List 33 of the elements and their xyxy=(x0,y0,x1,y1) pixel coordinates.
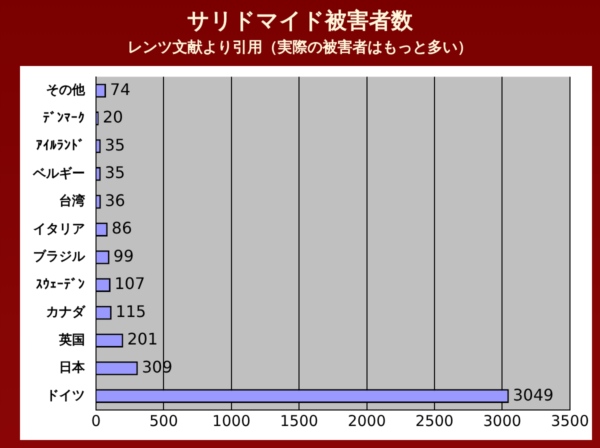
y-tick-label: ｽｳｪｰﾃﾞﾝ xyxy=(36,276,85,292)
data-label: 86 xyxy=(112,218,132,238)
data-label: 3049 xyxy=(512,385,554,404)
y-tick-label: ｱｲﾙﾗﾝﾄﾞ xyxy=(36,138,85,154)
data-label: 35 xyxy=(104,163,126,182)
y-tick-label: カナダ xyxy=(46,305,86,320)
x-tick-label: 500 xyxy=(149,412,178,430)
data-label: 35 xyxy=(104,135,126,154)
data-label: 115 xyxy=(116,302,146,321)
y-tick-label: 日本 xyxy=(59,360,86,376)
data-label: 74 xyxy=(110,80,130,99)
y-tick-label: 英国 xyxy=(58,332,85,348)
data-label: 99 xyxy=(113,246,134,266)
y-tick-label: その他 xyxy=(46,83,86,98)
chart-title: サリドマイド被害者数 xyxy=(186,8,414,36)
x-tick-label: 0 xyxy=(91,412,101,430)
y-tick-label: 台湾 xyxy=(59,193,85,210)
y-tick-label: ブラジル xyxy=(33,248,86,265)
y-tick-label: ベルギー xyxy=(32,166,85,182)
x-tick-label: 3500 xyxy=(550,412,590,430)
x-tick-label: 2000 xyxy=(348,412,386,430)
x-tick-label: 1500 xyxy=(280,412,318,430)
x-tick-label: 3000 xyxy=(483,412,522,430)
chart-subtitle: レンツ文献より引用（実際の被害者はもっと多い） xyxy=(126,38,474,57)
data-label: 36 xyxy=(104,190,126,210)
y-tick-label: イタリア xyxy=(33,222,85,237)
y-tick-label: ﾃﾞﾝﾏｰｸ xyxy=(43,110,85,126)
x-tick-label: 1000 xyxy=(212,412,250,430)
x-tick-label: 2500 xyxy=(415,412,454,430)
data-label: 201 xyxy=(127,330,158,349)
data-label: 107 xyxy=(114,274,146,294)
data-label: 20 xyxy=(102,108,124,127)
y-tick-label: ドイツ xyxy=(46,388,85,404)
